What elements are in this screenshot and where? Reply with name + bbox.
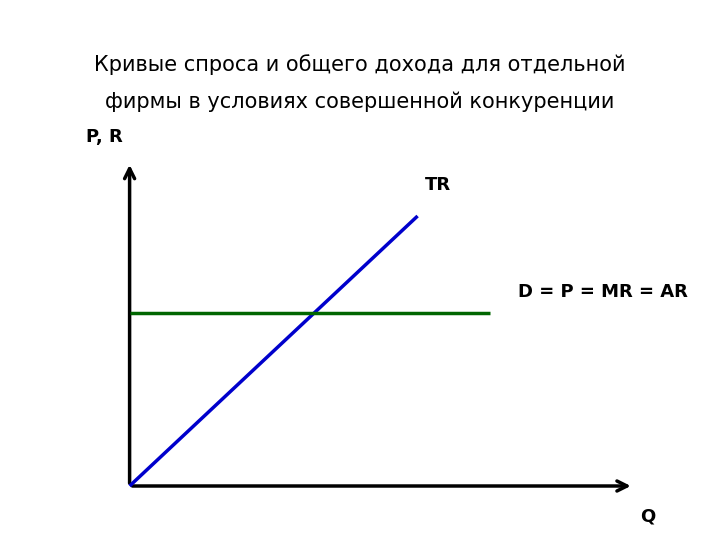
Text: Q: Q: [640, 508, 656, 525]
Text: TR: TR: [425, 177, 451, 194]
Text: P, R: P, R: [86, 128, 123, 146]
Text: фирмы в условиях совершенной конкуренции: фирмы в условиях совершенной конкуренции: [105, 92, 615, 112]
Text: D = P = MR = AR: D = P = MR = AR: [518, 282, 688, 301]
Text: Кривые спроса и общего дохода для отдельной: Кривые спроса и общего дохода для отдель…: [94, 54, 626, 75]
